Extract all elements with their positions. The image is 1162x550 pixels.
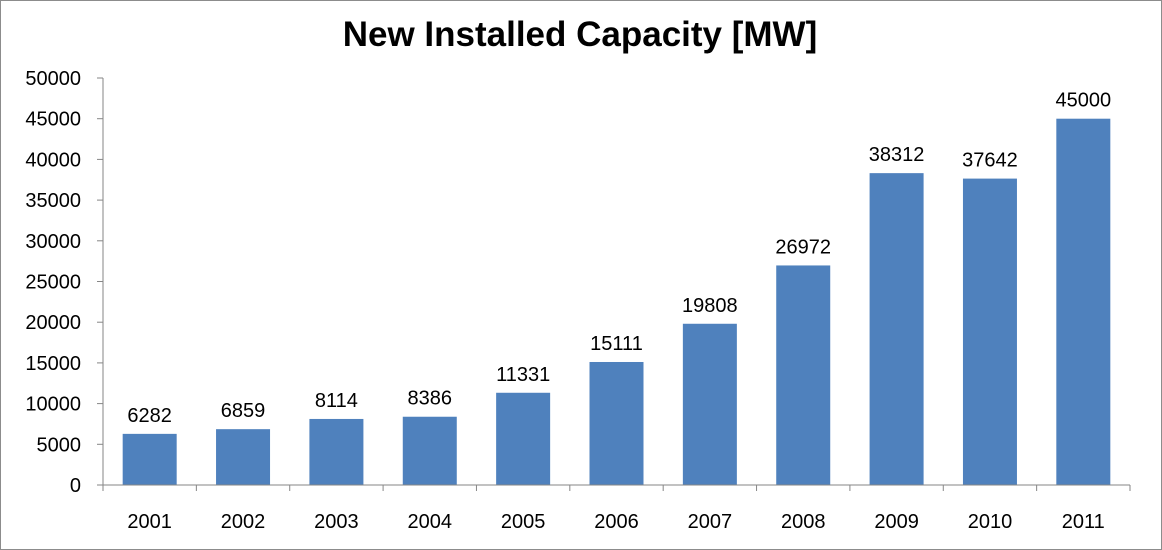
y-tick-label: 20000 bbox=[25, 312, 81, 334]
x-tick-label-2006: 2006 bbox=[594, 511, 639, 533]
x-tick-label-2004: 2004 bbox=[408, 511, 453, 533]
y-tick-label: 30000 bbox=[25, 231, 81, 253]
data-label-2011: 45000 bbox=[1056, 90, 1112, 112]
bar-2006 bbox=[589, 361, 644, 485]
x-tick-label-2011: 2011 bbox=[1062, 511, 1105, 533]
x-tick-label-2010: 2010 bbox=[968, 511, 1013, 533]
bar-2008 bbox=[776, 265, 831, 485]
y-axis-labels: 0 5000 10000 15000 20000 25000 30000 35000 40000… bbox=[25, 68, 81, 497]
bar-2004 bbox=[402, 416, 457, 485]
axes bbox=[97, 77, 1131, 491]
bar-2003 bbox=[309, 418, 364, 485]
bar-2002 bbox=[216, 429, 271, 485]
x-axis-labels: 2001 2002 2003 2004 2005 2006 2007 2008 2009 2010… bbox=[127, 511, 1104, 533]
bar-2001 bbox=[122, 433, 177, 485]
data-label-2006: 15111 bbox=[590, 333, 643, 355]
chart-title: New Installed Capacity [MW] bbox=[343, 15, 818, 54]
data-label-2008: 26972 bbox=[775, 236, 831, 258]
y-tick-label: 40000 bbox=[25, 149, 81, 171]
y-tick-label: 10000 bbox=[25, 394, 81, 416]
data-label-2004: 8386 bbox=[408, 388, 453, 410]
data-labels: 6282 6859 8114 8386 11331 15111 19808 26972 3831… bbox=[127, 90, 1111, 427]
x-tick-label-2003: 2003 bbox=[314, 511, 359, 533]
y-tick-label: 0 bbox=[70, 475, 81, 497]
bars bbox=[122, 118, 1111, 485]
y-tick-label: 25000 bbox=[25, 272, 81, 294]
x-tick-label-2007: 2007 bbox=[688, 511, 733, 533]
bar-2009 bbox=[869, 173, 924, 485]
x-tick-label-2009: 2009 bbox=[874, 511, 919, 533]
data-label-2003: 8114 bbox=[315, 390, 358, 412]
x-tick-label-2001: 2001 bbox=[127, 511, 172, 533]
y-tick-label: 5000 bbox=[37, 434, 82, 456]
x-tick-label-2002: 2002 bbox=[221, 511, 266, 533]
bar-2005 bbox=[496, 392, 551, 485]
data-label-2007: 19808 bbox=[682, 295, 738, 317]
data-label-2005: 11331 bbox=[496, 364, 550, 386]
data-label-2010: 37642 bbox=[962, 150, 1018, 172]
y-tick-label: 15000 bbox=[25, 353, 81, 375]
data-label-2009: 38312 bbox=[869, 144, 925, 166]
y-tick-label: 35000 bbox=[25, 190, 81, 212]
data-label-2001: 6282 bbox=[127, 405, 172, 427]
bar-2007 bbox=[682, 323, 737, 485]
bar-2010 bbox=[962, 178, 1017, 485]
x-tick-label-2005: 2005 bbox=[501, 511, 546, 533]
y-tick-label: 45000 bbox=[25, 109, 81, 131]
data-label-2002: 6859 bbox=[221, 400, 266, 422]
bar-2011 bbox=[1056, 118, 1111, 485]
x-tick-label-2008: 2008 bbox=[781, 511, 826, 533]
y-tick-label: 50000 bbox=[25, 68, 81, 90]
